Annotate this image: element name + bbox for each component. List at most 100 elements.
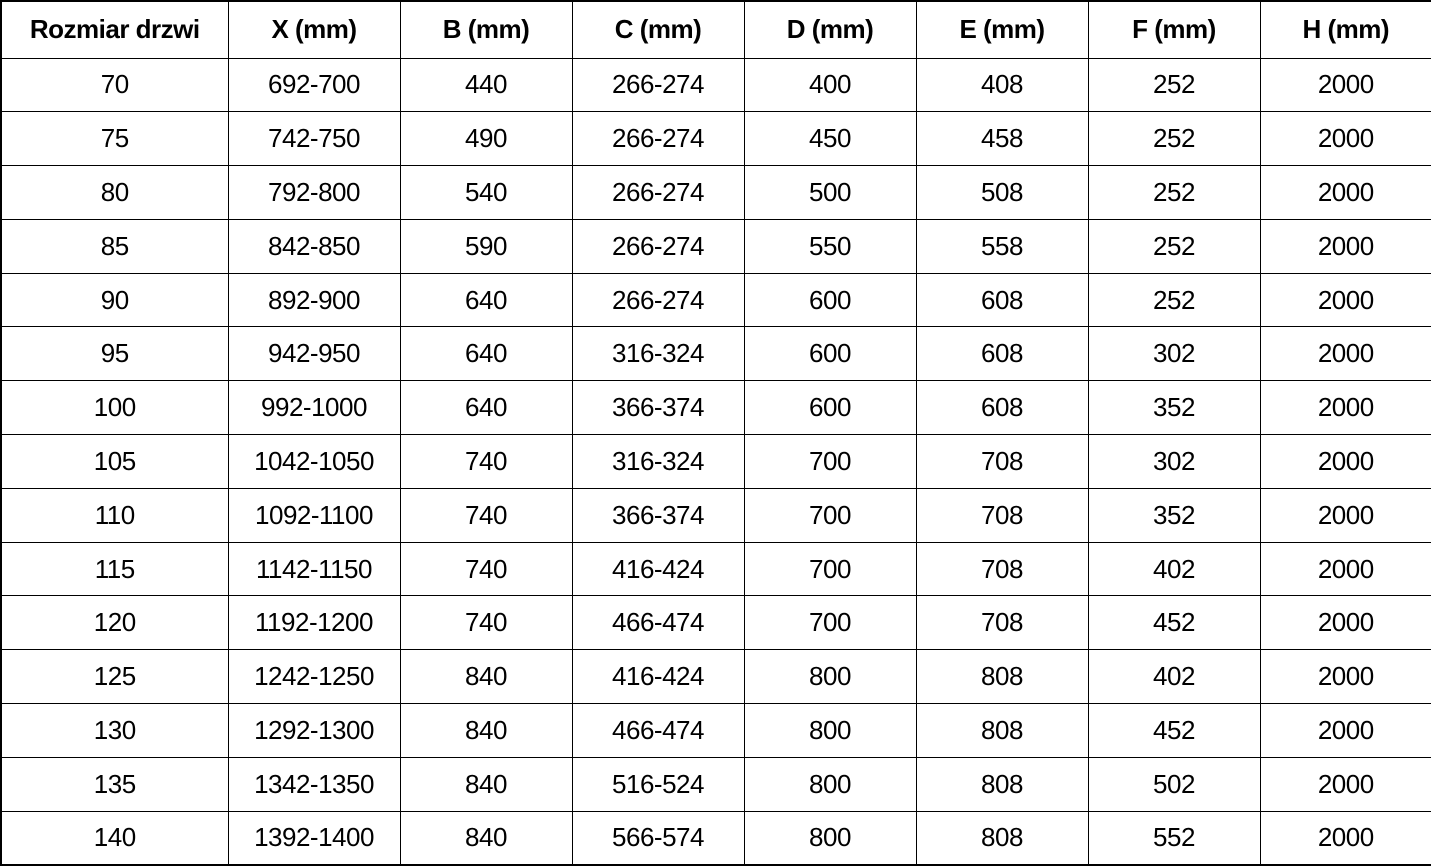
table-cell: 100 [0, 380, 229, 436]
table-cell: 352 [1087, 380, 1261, 436]
table-cell: 608 [915, 272, 1089, 328]
table-cell: 552 [1087, 810, 1261, 866]
table-cell: 840 [399, 703, 573, 758]
table-cell: 402 [1087, 541, 1261, 597]
table-cell: 75 [0, 111, 229, 167]
table-cell: 700 [743, 487, 917, 543]
table-cell: 2000 [1259, 380, 1431, 436]
column-header-d-mm: D (mm) [743, 0, 917, 59]
table-cell: 740 [399, 434, 573, 489]
table-cell: 90 [0, 272, 229, 328]
table-row: 115 1142-1150 740 416-424 700 708 402 20… [0, 541, 1431, 597]
table-cell: 992-1000 [227, 380, 401, 436]
table-cell: 115 [0, 541, 229, 597]
table-cell: 402 [1087, 649, 1261, 705]
table-cell: 2000 [1259, 326, 1431, 382]
table-cell: 792-800 [227, 165, 401, 220]
table-cell: 2000 [1259, 111, 1431, 167]
table-row: 105 1042-1050 740 316-324 700 708 302 20… [0, 434, 1431, 489]
table-cell: 2000 [1259, 57, 1431, 113]
table-cell: 1192-1200 [227, 595, 401, 651]
table-cell: 2000 [1259, 541, 1431, 597]
table-cell: 600 [743, 380, 917, 436]
table-cell: 135 [0, 756, 229, 812]
table-cell: 892-900 [227, 272, 401, 328]
table-cell: 640 [399, 272, 573, 328]
table-cell: 800 [743, 649, 917, 705]
table-cell: 316-324 [571, 434, 745, 489]
table-cell: 508 [915, 165, 1089, 220]
table-cell: 808 [915, 703, 1089, 758]
table-cell: 500 [743, 165, 917, 220]
table-cell: 85 [0, 218, 229, 274]
table-cell: 1242-1250 [227, 649, 401, 705]
table-row: 110 1092-1100 740 366-374 700 708 352 20… [0, 487, 1431, 543]
table-cell: 2000 [1259, 487, 1431, 543]
table-row: 75 742-750 490 266-274 450 458 252 2000 [0, 111, 1431, 167]
table-cell: 942-950 [227, 326, 401, 382]
table-cell: 2000 [1259, 218, 1431, 274]
table-cell: 740 [399, 595, 573, 651]
table-cell: 2000 [1259, 272, 1431, 328]
table-cell: 252 [1087, 272, 1261, 328]
table-row: 90 892-900 640 266-274 600 608 252 2000 [0, 272, 1431, 328]
table-cell: 540 [399, 165, 573, 220]
table-cell: 692-700 [227, 57, 401, 113]
table-cell: 800 [743, 756, 917, 812]
table-cell: 608 [915, 380, 1089, 436]
table-cell: 1292-1300 [227, 703, 401, 758]
table-cell: 2000 [1259, 595, 1431, 651]
table-cell: 70 [0, 57, 229, 113]
table-cell: 408 [915, 57, 1089, 113]
table-cell: 840 [399, 756, 573, 812]
table-cell: 466-474 [571, 595, 745, 651]
table-row: 95 942-950 640 316-324 600 608 302 2000 [0, 326, 1431, 382]
table-cell: 120 [0, 595, 229, 651]
table-cell: 140 [0, 810, 229, 866]
table-row: 125 1242-1250 840 416-424 800 808 402 20… [0, 649, 1431, 705]
table-cell: 302 [1087, 326, 1261, 382]
table-cell: 400 [743, 57, 917, 113]
header-row: Rozmiar drzwi X (mm) B (mm) C (mm) D (mm… [0, 0, 1431, 59]
table-cell: 2000 [1259, 649, 1431, 705]
table-cell: 2000 [1259, 810, 1431, 866]
table-row: 80 792-800 540 266-274 500 508 252 2000 [0, 165, 1431, 220]
column-header-b-mm: B (mm) [399, 0, 573, 59]
table-cell: 558 [915, 218, 1089, 274]
column-header-x-mm: X (mm) [227, 0, 401, 59]
table-cell: 266-274 [571, 218, 745, 274]
table-cell: 808 [915, 810, 1089, 866]
table-row: 120 1192-1200 740 466-474 700 708 452 20… [0, 595, 1431, 651]
table-cell: 125 [0, 649, 229, 705]
table-cell: 458 [915, 111, 1089, 167]
table-cell: 252 [1087, 165, 1261, 220]
table-cell: 266-274 [571, 165, 745, 220]
table-cell: 516-524 [571, 756, 745, 812]
table-cell: 1342-1350 [227, 756, 401, 812]
table-cell: 502 [1087, 756, 1261, 812]
table-cell: 700 [743, 434, 917, 489]
table-cell: 440 [399, 57, 573, 113]
table-cell: 740 [399, 487, 573, 543]
table-cell: 608 [915, 326, 1089, 382]
table-cell: 708 [915, 595, 1089, 651]
table-cell: 808 [915, 649, 1089, 705]
table-cell: 840 [399, 810, 573, 866]
table-cell: 550 [743, 218, 917, 274]
column-header-f-mm: F (mm) [1087, 0, 1261, 59]
table-cell: 302 [1087, 434, 1261, 489]
column-header-rozmiar-drzwi: Rozmiar drzwi [0, 0, 229, 59]
table-cell: 466-474 [571, 703, 745, 758]
table-cell: 708 [915, 487, 1089, 543]
table-cell: 2000 [1259, 703, 1431, 758]
table-cell: 130 [0, 703, 229, 758]
table-cell: 2000 [1259, 434, 1431, 489]
table-cell: 600 [743, 272, 917, 328]
table-cell: 252 [1087, 111, 1261, 167]
table-cell: 2000 [1259, 165, 1431, 220]
table-cell: 266-274 [571, 111, 745, 167]
table-cell: 740 [399, 541, 573, 597]
table-cell: 105 [0, 434, 229, 489]
table-cell: 266-274 [571, 272, 745, 328]
